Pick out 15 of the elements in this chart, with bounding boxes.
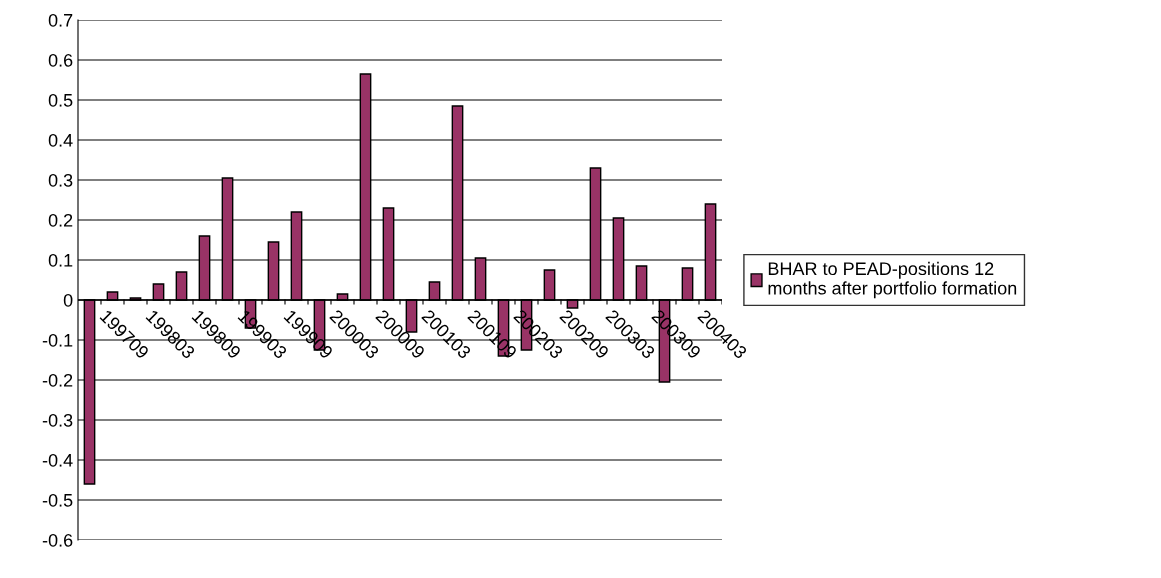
y-tick-label: 0.1: [48, 253, 73, 267]
y-tick-label: -0.5: [42, 493, 73, 507]
y-tick-label: 0: [63, 293, 73, 307]
y-tick-label: 0.7: [48, 13, 73, 27]
y-tick-label: 0.2: [48, 213, 73, 227]
y-tick-label: -0.1: [42, 333, 73, 347]
legend-label: BHAR to PEAD-positions 12 months after portfolio formation: [768, 261, 1017, 299]
y-tick-label: -0.4: [42, 453, 73, 467]
y-tick-label: -0.3: [42, 413, 73, 427]
y-tick-label: -0.6: [42, 533, 73, 547]
y-tick-label: 0.3: [48, 173, 73, 187]
y-tick-label: -0.2: [42, 373, 73, 387]
y-tick-label: 0.4: [48, 133, 73, 147]
y-tick-label: 0.5: [48, 93, 73, 107]
y-tick-label: 0.6: [48, 53, 73, 67]
